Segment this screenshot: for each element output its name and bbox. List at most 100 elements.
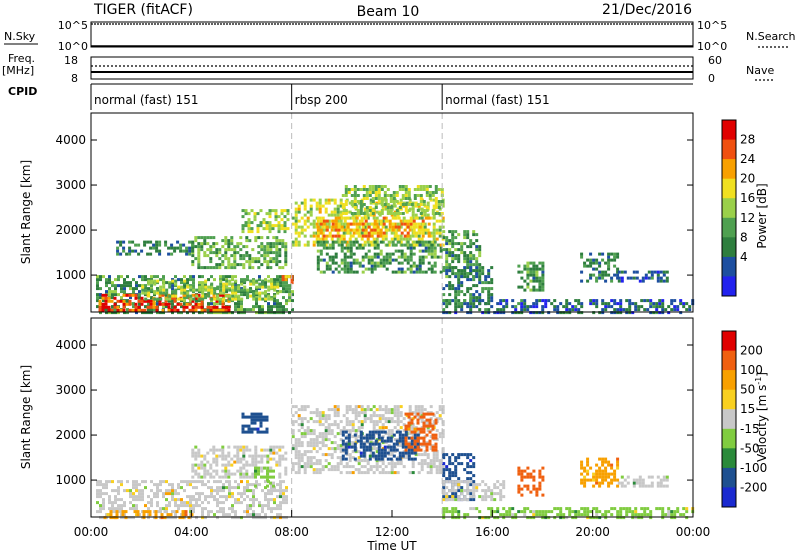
- range-cell: [279, 311, 282, 315]
- nsky-tick-bottom: 10^0: [58, 40, 88, 53]
- range-cell: [147, 302, 150, 306]
- range-cell: [309, 234, 313, 238]
- range-cell: [607, 510, 611, 514]
- range-cell: [265, 430, 269, 434]
- range-cell: [306, 426, 310, 430]
- range-cell: [281, 239, 285, 243]
- range-cell: [192, 281, 195, 285]
- range-cell: [339, 420, 343, 424]
- range-cell: [273, 278, 276, 282]
- range-cell: [201, 291, 205, 295]
- range-cell: [213, 311, 216, 315]
- range-cell: [242, 263, 246, 267]
- range-cell: [324, 432, 328, 436]
- range-cell: [423, 453, 427, 457]
- date-label: 21/Dec/2016: [602, 2, 692, 18]
- range-cell: [438, 405, 442, 409]
- range-cell: [266, 469, 269, 473]
- range-cell: [580, 507, 584, 511]
- range-cell: [345, 408, 349, 412]
- range-cell: [682, 305, 686, 309]
- range-cell: [442, 293, 446, 297]
- range-cell: [422, 203, 426, 206]
- range-cell: [344, 436, 348, 440]
- range-cell: [667, 311, 671, 315]
- range-cell: [258, 305, 261, 309]
- range-cell: [589, 516, 593, 520]
- range-cell: [269, 248, 273, 252]
- range-cell: [580, 463, 584, 467]
- range-cell: [371, 209, 375, 212]
- range-cell: [155, 308, 159, 312]
- range-cell: [248, 254, 252, 258]
- range-cell: [398, 439, 402, 443]
- range-cell: [388, 261, 392, 265]
- range-cell: [383, 454, 387, 458]
- range-cell: [502, 486, 506, 490]
- range-cell: [670, 299, 674, 303]
- range-cell: [321, 441, 325, 445]
- range-cell: [134, 249, 138, 253]
- range-cell: [138, 495, 141, 499]
- range-cell: [258, 291, 262, 295]
- range-cell: [297, 225, 301, 229]
- range-cell: [210, 489, 213, 493]
- range-cell: [224, 239, 228, 243]
- range-cell: [321, 438, 325, 442]
- range-cell: [189, 275, 192, 279]
- range-cell: [197, 305, 201, 309]
- range-cell: [183, 291, 187, 295]
- velocity-y-label: Slant Range [km]: [19, 365, 33, 469]
- range-cell: [271, 227, 275, 231]
- range-cell: [150, 296, 153, 300]
- range-cell: [284, 260, 288, 264]
- range-cell: [279, 489, 282, 493]
- range-cell: [391, 216, 395, 220]
- range-cell: [170, 296, 174, 300]
- range-cell: [109, 516, 113, 520]
- range-cell: [466, 278, 470, 282]
- range-cell: [457, 302, 461, 306]
- range-cell: [661, 308, 665, 312]
- range-cell: [111, 489, 114, 493]
- power-mode-lines: [291, 113, 443, 312]
- range-cell: [321, 231, 325, 235]
- range-cell: [249, 288, 253, 292]
- range-cell: [230, 239, 234, 243]
- range-cell: [246, 513, 249, 517]
- nave-tick-top: 60: [708, 54, 722, 67]
- range-cell: [142, 513, 146, 517]
- range-cell: [114, 489, 117, 493]
- range-cell: [435, 471, 439, 475]
- range-cell: [454, 480, 458, 484]
- range-cell: [475, 269, 479, 273]
- range-cell: [532, 305, 536, 309]
- range-cell: [517, 472, 521, 476]
- range-cell: [96, 278, 99, 282]
- range-cell: [397, 267, 401, 271]
- range-cell: [422, 185, 426, 188]
- range-cell: [481, 269, 485, 273]
- range-cell: [463, 266, 467, 270]
- range-cell: [359, 454, 363, 458]
- range-cell: [291, 444, 295, 448]
- range-cell: [466, 462, 470, 466]
- range-cell: [424, 216, 428, 220]
- range-cell: [463, 480, 467, 484]
- range-cell: [128, 249, 132, 253]
- range-cell: [363, 225, 367, 229]
- range-cell: [457, 284, 461, 288]
- range-cell: [427, 249, 431, 253]
- range-cell: [122, 293, 126, 297]
- range-cell: [601, 308, 605, 312]
- range-cell: [348, 453, 352, 457]
- range-cell: [261, 311, 264, 315]
- range-cell: [339, 210, 343, 214]
- range-cell: [140, 302, 144, 306]
- range-cell: [475, 483, 479, 487]
- range-cell: [282, 308, 285, 312]
- range-cell: [632, 478, 636, 482]
- range-cell: [275, 239, 279, 243]
- range-cell: [195, 486, 198, 490]
